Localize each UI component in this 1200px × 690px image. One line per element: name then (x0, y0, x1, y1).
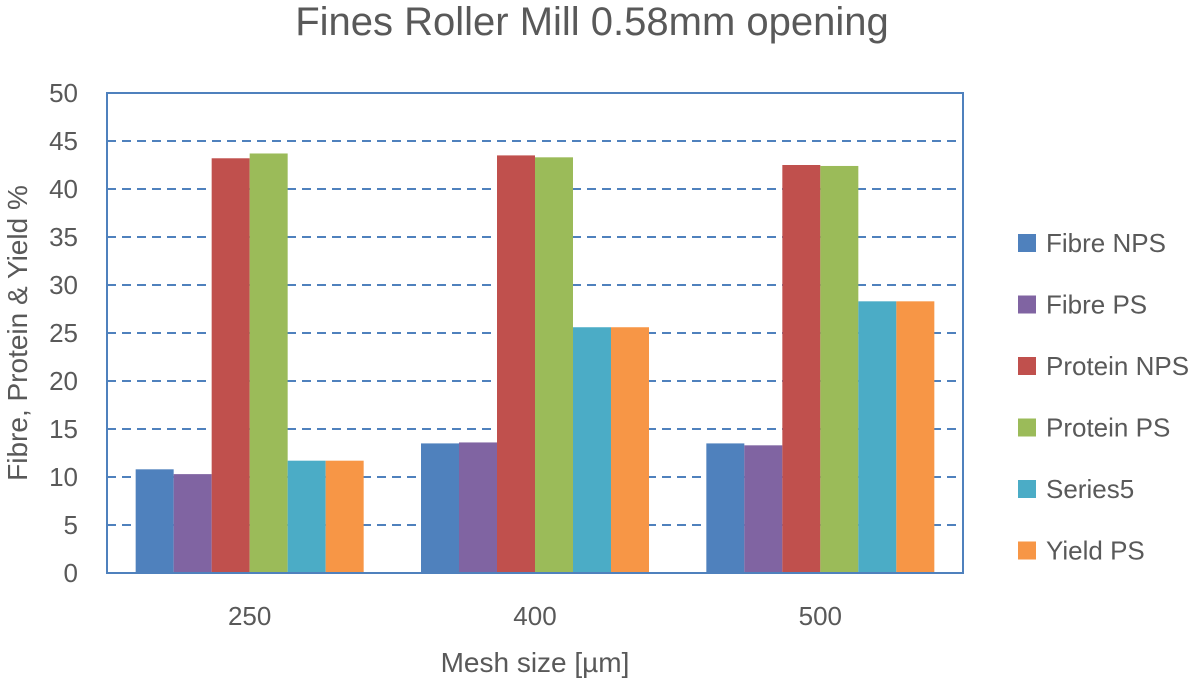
legend-label: Fibre PS (1046, 290, 1147, 320)
bar-protein-ps-400 (535, 157, 573, 573)
chart-title: Fines Roller Mill 0.58mm opening (295, 0, 889, 44)
bar-yield-ps-400 (611, 327, 649, 573)
y-tick-label: 35 (49, 222, 78, 252)
bar-fibre-nps-400 (421, 443, 459, 573)
bar-protein-ps-250 (249, 153, 288, 574)
y-tick-label: 45 (49, 126, 78, 156)
bar-protein-ps-500 (820, 165, 859, 573)
bar-fibre-ps-500 (744, 445, 783, 573)
y-tick-label: 25 (49, 318, 78, 348)
bar-protein-nps-400 (497, 155, 535, 573)
y-tick-label: 50 (49, 78, 78, 108)
legend-swatch (1018, 357, 1036, 375)
bar-series5-400 (573, 327, 611, 573)
bars (135, 153, 935, 574)
bar-series5-250 (287, 460, 326, 573)
y-axis-label: Fibre, Protein & Yield % (2, 185, 33, 481)
bar-yield-ps-500 (896, 301, 935, 573)
bar-protein-nps-500 (782, 165, 821, 573)
legend: Fibre NPS Fibre PS Protein NPS Protein PS Se… (1018, 228, 1189, 566)
x-tick-label: 250 (228, 601, 271, 631)
x-tick-label: 400 (513, 601, 556, 631)
bar-yield-ps-250 (325, 460, 364, 573)
legend-label: Series5 (1046, 474, 1134, 504)
legend-swatch (1018, 234, 1036, 252)
legend-swatch (1018, 480, 1036, 498)
legend-label: Protein PS (1046, 413, 1170, 443)
legend-swatch (1018, 541, 1036, 560)
bar-fibre-ps-250 (173, 474, 212, 573)
bar-fibre-nps-500 (706, 443, 745, 573)
legend-label: Protein NPS (1046, 351, 1189, 381)
plot-frame (106, 92, 964, 574)
x-tick-labels: 250 400 500 (228, 601, 842, 631)
y-tick-label: 0 (64, 558, 78, 588)
bar-protein-nps-250 (211, 158, 250, 573)
y-tick-labels: 0 5 10 15 20 25 30 35 40 45 50 (49, 78, 78, 588)
bar-series5-500 (858, 301, 897, 573)
legend-swatch (1018, 295, 1036, 314)
legend-swatch (1018, 418, 1036, 437)
x-tick-label: 500 (799, 601, 842, 631)
y-tick-label: 20 (49, 366, 78, 396)
y-tick-label: 30 (49, 270, 78, 300)
y-tick-label: 40 (49, 174, 78, 204)
x-axis-label: Mesh size [µm] (441, 647, 630, 678)
y-tick-label: 5 (64, 510, 78, 540)
legend-label: Yield PS (1046, 536, 1145, 566)
y-tick-label: 10 (49, 462, 78, 492)
y-tick-label: 15 (49, 414, 78, 444)
bar-fibre-ps-400 (459, 442, 497, 573)
bar-fibre-nps-250 (135, 469, 174, 573)
legend-label: Fibre NPS (1046, 228, 1166, 258)
